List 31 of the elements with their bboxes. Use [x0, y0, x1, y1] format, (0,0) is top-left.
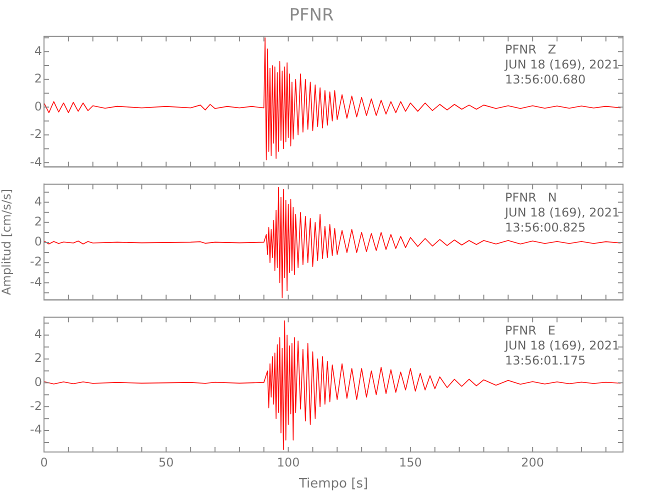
- y-tick-label: -2: [30, 398, 42, 413]
- y-tick-label: 4: [34, 44, 42, 58]
- y-tick-label: -2: [30, 254, 42, 269]
- y-tick-label: -2: [30, 127, 42, 142]
- y-tick-label: 2: [34, 72, 42, 86]
- x-tick-label: 150: [399, 455, 422, 470]
- x-tick-label: 200: [521, 455, 544, 470]
- annotation: 13:56:00.680: [505, 72, 586, 87]
- y-tick-label: -4: [30, 422, 42, 437]
- y-tick-label: 2: [34, 214, 42, 229]
- y-axis-title: Amplitud [cm/s/s]: [0, 188, 14, 296]
- y-tick-label: 2: [34, 351, 42, 366]
- y-tick-label: 0: [34, 234, 42, 249]
- y-tick-label: -4: [30, 274, 42, 289]
- y-tick-label: 0: [34, 99, 42, 114]
- annotation: JUN 18 (169), 2021: [504, 58, 620, 72]
- x-tick-label: 100: [276, 455, 300, 470]
- annotation: PFNR N: [505, 190, 557, 204]
- y-tick-label: 4: [34, 194, 42, 208]
- chart-title: PFNR: [289, 6, 334, 26]
- annotation: JUN 18 (169), 2021: [504, 338, 620, 352]
- annotation: JUN 18 (169), 2021: [504, 205, 620, 220]
- y-tick-label: 4: [34, 327, 42, 342]
- annotation: 13:56:01.175: [505, 353, 586, 368]
- x-tick-label: 50: [158, 455, 174, 470]
- annotation: PFNR E: [505, 323, 556, 338]
- annotation: PFNR Z: [505, 42, 556, 57]
- annotation: 13:56:00.825: [505, 220, 586, 234]
- y-tick-label: -4: [30, 154, 42, 169]
- x-axis-title: Tiempo [s]: [298, 476, 368, 492]
- y-tick-label: 0: [34, 374, 42, 389]
